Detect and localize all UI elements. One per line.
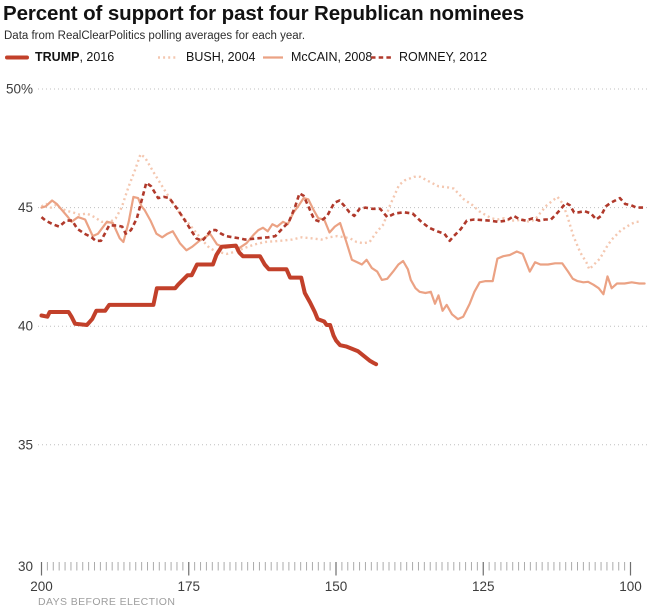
x-tick-label-100: 100 [619, 579, 642, 594]
legend-item-bush: BUSH, 2004 [156, 50, 256, 64]
legend-item-romney: ROMNEY, 2012 [369, 50, 487, 64]
legend-label: McCAIN, 2008 [291, 50, 373, 64]
x-tick-label-125: 125 [472, 579, 495, 594]
y-tick-label-40: 40 [18, 319, 33, 334]
legend-label: ROMNEY, 2012 [399, 50, 488, 64]
page-title: Percent of support for past four Republi… [3, 2, 525, 25]
line-chart: 50% 45 40 35 30 200 175 150 125 100 DAYS BEFORE EL… [6, 82, 648, 608]
legend-item-trump: TRUMP, 2016 [5, 50, 114, 64]
x-tick-label-175: 175 [177, 579, 200, 594]
y-tick-label-35: 35 [18, 437, 33, 452]
legend-swatch-dashed [371, 55, 391, 59]
x-tick-label-200: 200 [30, 579, 53, 594]
legend: TRUMP, 2016 BUSH, 2004 McCAIN, 2008 ROMNEY,… [0, 50, 650, 68]
series-line-bush [40, 152, 640, 271]
series-line-trump [39, 243, 379, 367]
y-tick-label-30: 30 [18, 559, 33, 574]
series-line-romney [40, 181, 645, 243]
x-axis-tick-comb [40, 562, 632, 576]
legend-swatch-dotted [158, 55, 178, 59]
legend-label: TRUMP, 2016 [35, 50, 115, 64]
legend-swatch-solid-thick [5, 55, 29, 59]
legend-label: BUSH, 2004 [186, 50, 256, 64]
legend-item-mccain: McCAIN, 2008 [261, 50, 372, 64]
legend-swatch-solid [263, 55, 283, 59]
y-tick-label-50: 50% [6, 82, 33, 97]
y-tick-label-45: 45 [18, 200, 33, 215]
chart-subtitle: Data from RealClearPolitics polling aver… [4, 30, 306, 42]
x-axis-title: DAYS BEFORE ELECTION [38, 596, 175, 608]
x-tick-label-150: 150 [325, 579, 348, 594]
series-line-mccain [40, 195, 646, 321]
